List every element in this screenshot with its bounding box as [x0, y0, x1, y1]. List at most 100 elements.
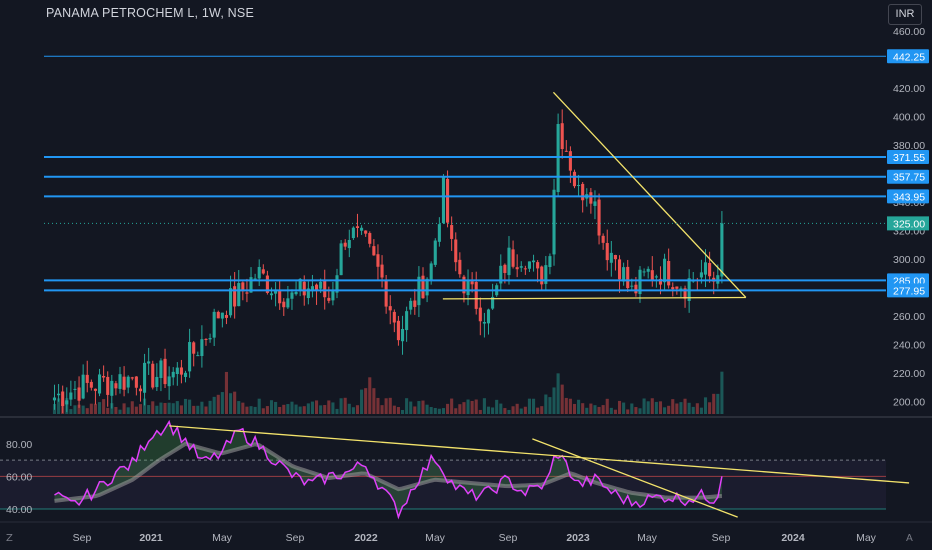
volume-bar: [478, 409, 482, 414]
volume-bar: [712, 393, 716, 414]
last-price-badge-bg: [887, 216, 929, 231]
symbol-title[interactable]: PANAMA PETROCHEM L, 1W, NSE: [46, 6, 254, 20]
volume-bar: [527, 398, 531, 414]
candle-body: [446, 178, 450, 223]
volume-bar: [257, 398, 261, 414]
volume-bar: [200, 401, 204, 414]
volume-bar: [446, 403, 450, 414]
candle-body: [531, 260, 536, 263]
candle-body: [663, 258, 667, 283]
level-badge-bg: [887, 49, 929, 64]
price-axis-tick-label: 300.00: [893, 254, 925, 266]
volume-bar: [585, 407, 589, 414]
volume-bar: [343, 397, 347, 414]
candle-body: [269, 293, 274, 296]
volume-bar: [683, 398, 687, 414]
volume-bar: [360, 389, 364, 414]
volume-bar: [286, 404, 290, 414]
candle-body: [613, 255, 617, 260]
candle-body: [343, 242, 347, 247]
volume-bar: [392, 405, 396, 414]
rsi-line: [54, 419, 723, 520]
volume-bar: [69, 409, 73, 414]
volume-bar: [544, 394, 548, 414]
candle-body: [433, 240, 437, 265]
level-badge-label: 357.75: [893, 172, 925, 184]
time-axis-tick-label: Sep: [286, 532, 305, 544]
volume-bar: [212, 396, 216, 414]
volume-bar: [302, 406, 306, 414]
level-badge-bg: [887, 283, 929, 298]
volume-bar: [699, 407, 703, 414]
volume-bar: [568, 398, 572, 414]
candle-body: [261, 269, 265, 274]
volume-bar: [466, 399, 470, 414]
candle-body: [536, 262, 540, 269]
level-price-badge: 442.25: [887, 49, 929, 64]
volume-bar: [581, 403, 585, 414]
volume-bar: [208, 400, 212, 414]
candle-body: [478, 307, 482, 322]
volume-bar: [171, 403, 175, 414]
candle-body: [503, 264, 507, 273]
candle-body: [699, 272, 703, 278]
candle-body: [302, 281, 306, 296]
candles: [52, 109, 724, 414]
volume-bar: [499, 403, 503, 414]
rsi-trendline: [532, 438, 738, 518]
volume-bar: [667, 405, 671, 414]
candle-body: [257, 266, 261, 279]
last-price-badge-label: 325.00: [893, 218, 925, 230]
volume-bar: [220, 392, 224, 414]
candle-body: [122, 376, 126, 390]
candle-body: [396, 320, 400, 341]
candle-body: [167, 376, 171, 387]
volume-bar: [175, 401, 179, 414]
volume-bar: [372, 388, 376, 414]
price-axis-tick-label: 400.00: [893, 112, 925, 124]
rsi-ma-line: [54, 441, 723, 503]
currency-button[interactable]: INR: [888, 4, 922, 25]
auto-scale-icon[interactable]: A: [906, 533, 913, 544]
candle-body: [683, 288, 687, 299]
candle-body: [237, 283, 241, 307]
volume-bar: [249, 406, 253, 414]
volume-bar: [314, 400, 319, 414]
candle-body: [470, 281, 474, 285]
candle-body: [224, 315, 229, 318]
level-badge-label: 442.25: [893, 51, 925, 63]
volume-bar: [229, 393, 233, 414]
candle-body: [675, 286, 679, 289]
volume-bar: [126, 407, 130, 414]
time-axis-tick-label: 2021: [139, 532, 163, 544]
candle-body: [482, 322, 486, 324]
volume-bar: [351, 407, 355, 414]
volume-bar: [319, 405, 323, 414]
candle-body: [314, 284, 319, 292]
timezone-icon[interactable]: Z: [6, 533, 13, 544]
level-badge-bg: [887, 189, 929, 204]
volume-bar: [675, 403, 679, 414]
candle-body: [597, 199, 601, 236]
volume-bar: [491, 407, 495, 414]
candle-body: [351, 227, 355, 239]
level-price-badge: 277.95: [887, 283, 929, 298]
volume-bar: [245, 406, 249, 414]
volume-bar: [233, 391, 237, 414]
volume-bar: [274, 401, 278, 414]
volume-bar: [486, 406, 491, 414]
candle-body: [327, 297, 331, 301]
volume-bar: [85, 408, 89, 414]
candle-body: [413, 300, 417, 307]
volume-bar: [691, 406, 695, 414]
volume-bar: [298, 406, 302, 414]
level-price-badge: 371.55: [887, 150, 929, 165]
volume-bar: [450, 398, 454, 414]
volume-bar: [364, 388, 368, 414]
volume-bar: [437, 408, 441, 414]
candle-body: [110, 380, 114, 396]
volume-bar: [552, 387, 556, 414]
rsi-axis-tick-label: 40.00: [6, 504, 32, 516]
candle-body: [204, 338, 208, 340]
